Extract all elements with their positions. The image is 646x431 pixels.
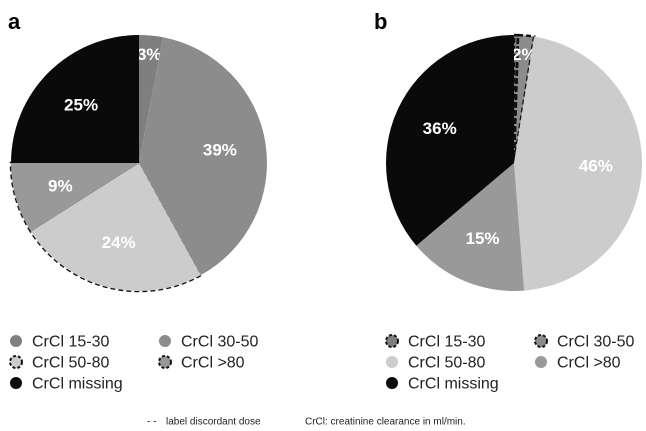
legend-b-marker-4 [386, 377, 398, 389]
pie-b-label-2: 46% [579, 157, 613, 176]
footnote-dash-symbol: - - [147, 417, 156, 428]
pie-b-label-4: 36% [423, 119, 457, 138]
pie-a-slice-0 [139, 35, 163, 163]
footnote-abbreviation: CrCl: creatinine clearance in ml/min. [305, 417, 466, 428]
legend-a-marker-0 [10, 335, 22, 347]
pie-a-label-3: 9% [48, 176, 73, 195]
pie-chart-b: 2% 46% 15% 36% [385, 33, 643, 292]
legend-b: CrCl 15-30 CrCl 30-50 CrCl 50-80 CrCl >80 Cr… [385, 334, 634, 393]
legend-b-label-3: CrCl >80 [557, 355, 621, 372]
legend-a-label-0: CrCl 15-30 [32, 334, 109, 351]
pie-a-label-2: 24% [102, 233, 136, 252]
panel-a-label: a [8, 9, 21, 34]
pie-a-label-1: 39% [203, 141, 237, 160]
pie-b-slice-2 [514, 36, 643, 291]
pie-a-slice-4 [11, 35, 139, 163]
legend-a-label-3: CrCl >80 [181, 355, 245, 372]
legend-b-marker-0 [385, 334, 399, 348]
panel-b-label: b [374, 9, 387, 34]
legend-a-label-1: CrCl 30-50 [181, 334, 258, 351]
pie-a-slice-1 [139, 37, 268, 276]
legend-b-label-0: CrCl 15-30 [408, 334, 485, 351]
legend-b-label-4: CrCl missing [408, 376, 499, 393]
legend-b-label-1: CrCl 30-50 [557, 334, 634, 351]
pie-b-slice-1 [514, 35, 535, 163]
legend-a-marker-3 [158, 355, 172, 369]
legend-a-marker-2 [9, 355, 23, 369]
legend-b-marker-1 [534, 334, 548, 348]
pie-a-slice-2 [30, 163, 201, 291]
footnote-dash-text: label discordant dose [166, 417, 261, 428]
pie-b-label-3: 15% [465, 229, 499, 248]
footnote: - - label discordant dose CrCl: creatini… [147, 417, 466, 428]
legend-a-label-2: CrCl 50-80 [32, 355, 109, 372]
legend-b-marker-3 [535, 356, 547, 368]
pie-a-slice-3 [11, 163, 139, 232]
legend-a: CrCl 15-30 CrCl 30-50 CrCl 50-80 CrCl >80 Cr… [9, 334, 258, 393]
pie-b-label-1: 2% [512, 45, 537, 64]
legend-a-marker-4 [10, 377, 22, 389]
pie-b-slice-4 [385, 35, 514, 246]
legend-a-marker-1 [159, 335, 171, 347]
pie-b-dashed-outline-0 [512, 33, 520, 164]
legend-b-label-2: CrCl 50-80 [408, 355, 485, 372]
legend-b-marker-2 [386, 356, 398, 368]
pie-a-label-4: 25% [64, 96, 98, 115]
legend-a-label-4: CrCl missing [32, 376, 123, 393]
pie-a-label-0: 3% [137, 45, 162, 64]
pie-b-slice-3 [416, 163, 525, 292]
pie-chart-a: 3% 39% 24% 9% 25% [9, 35, 268, 293]
